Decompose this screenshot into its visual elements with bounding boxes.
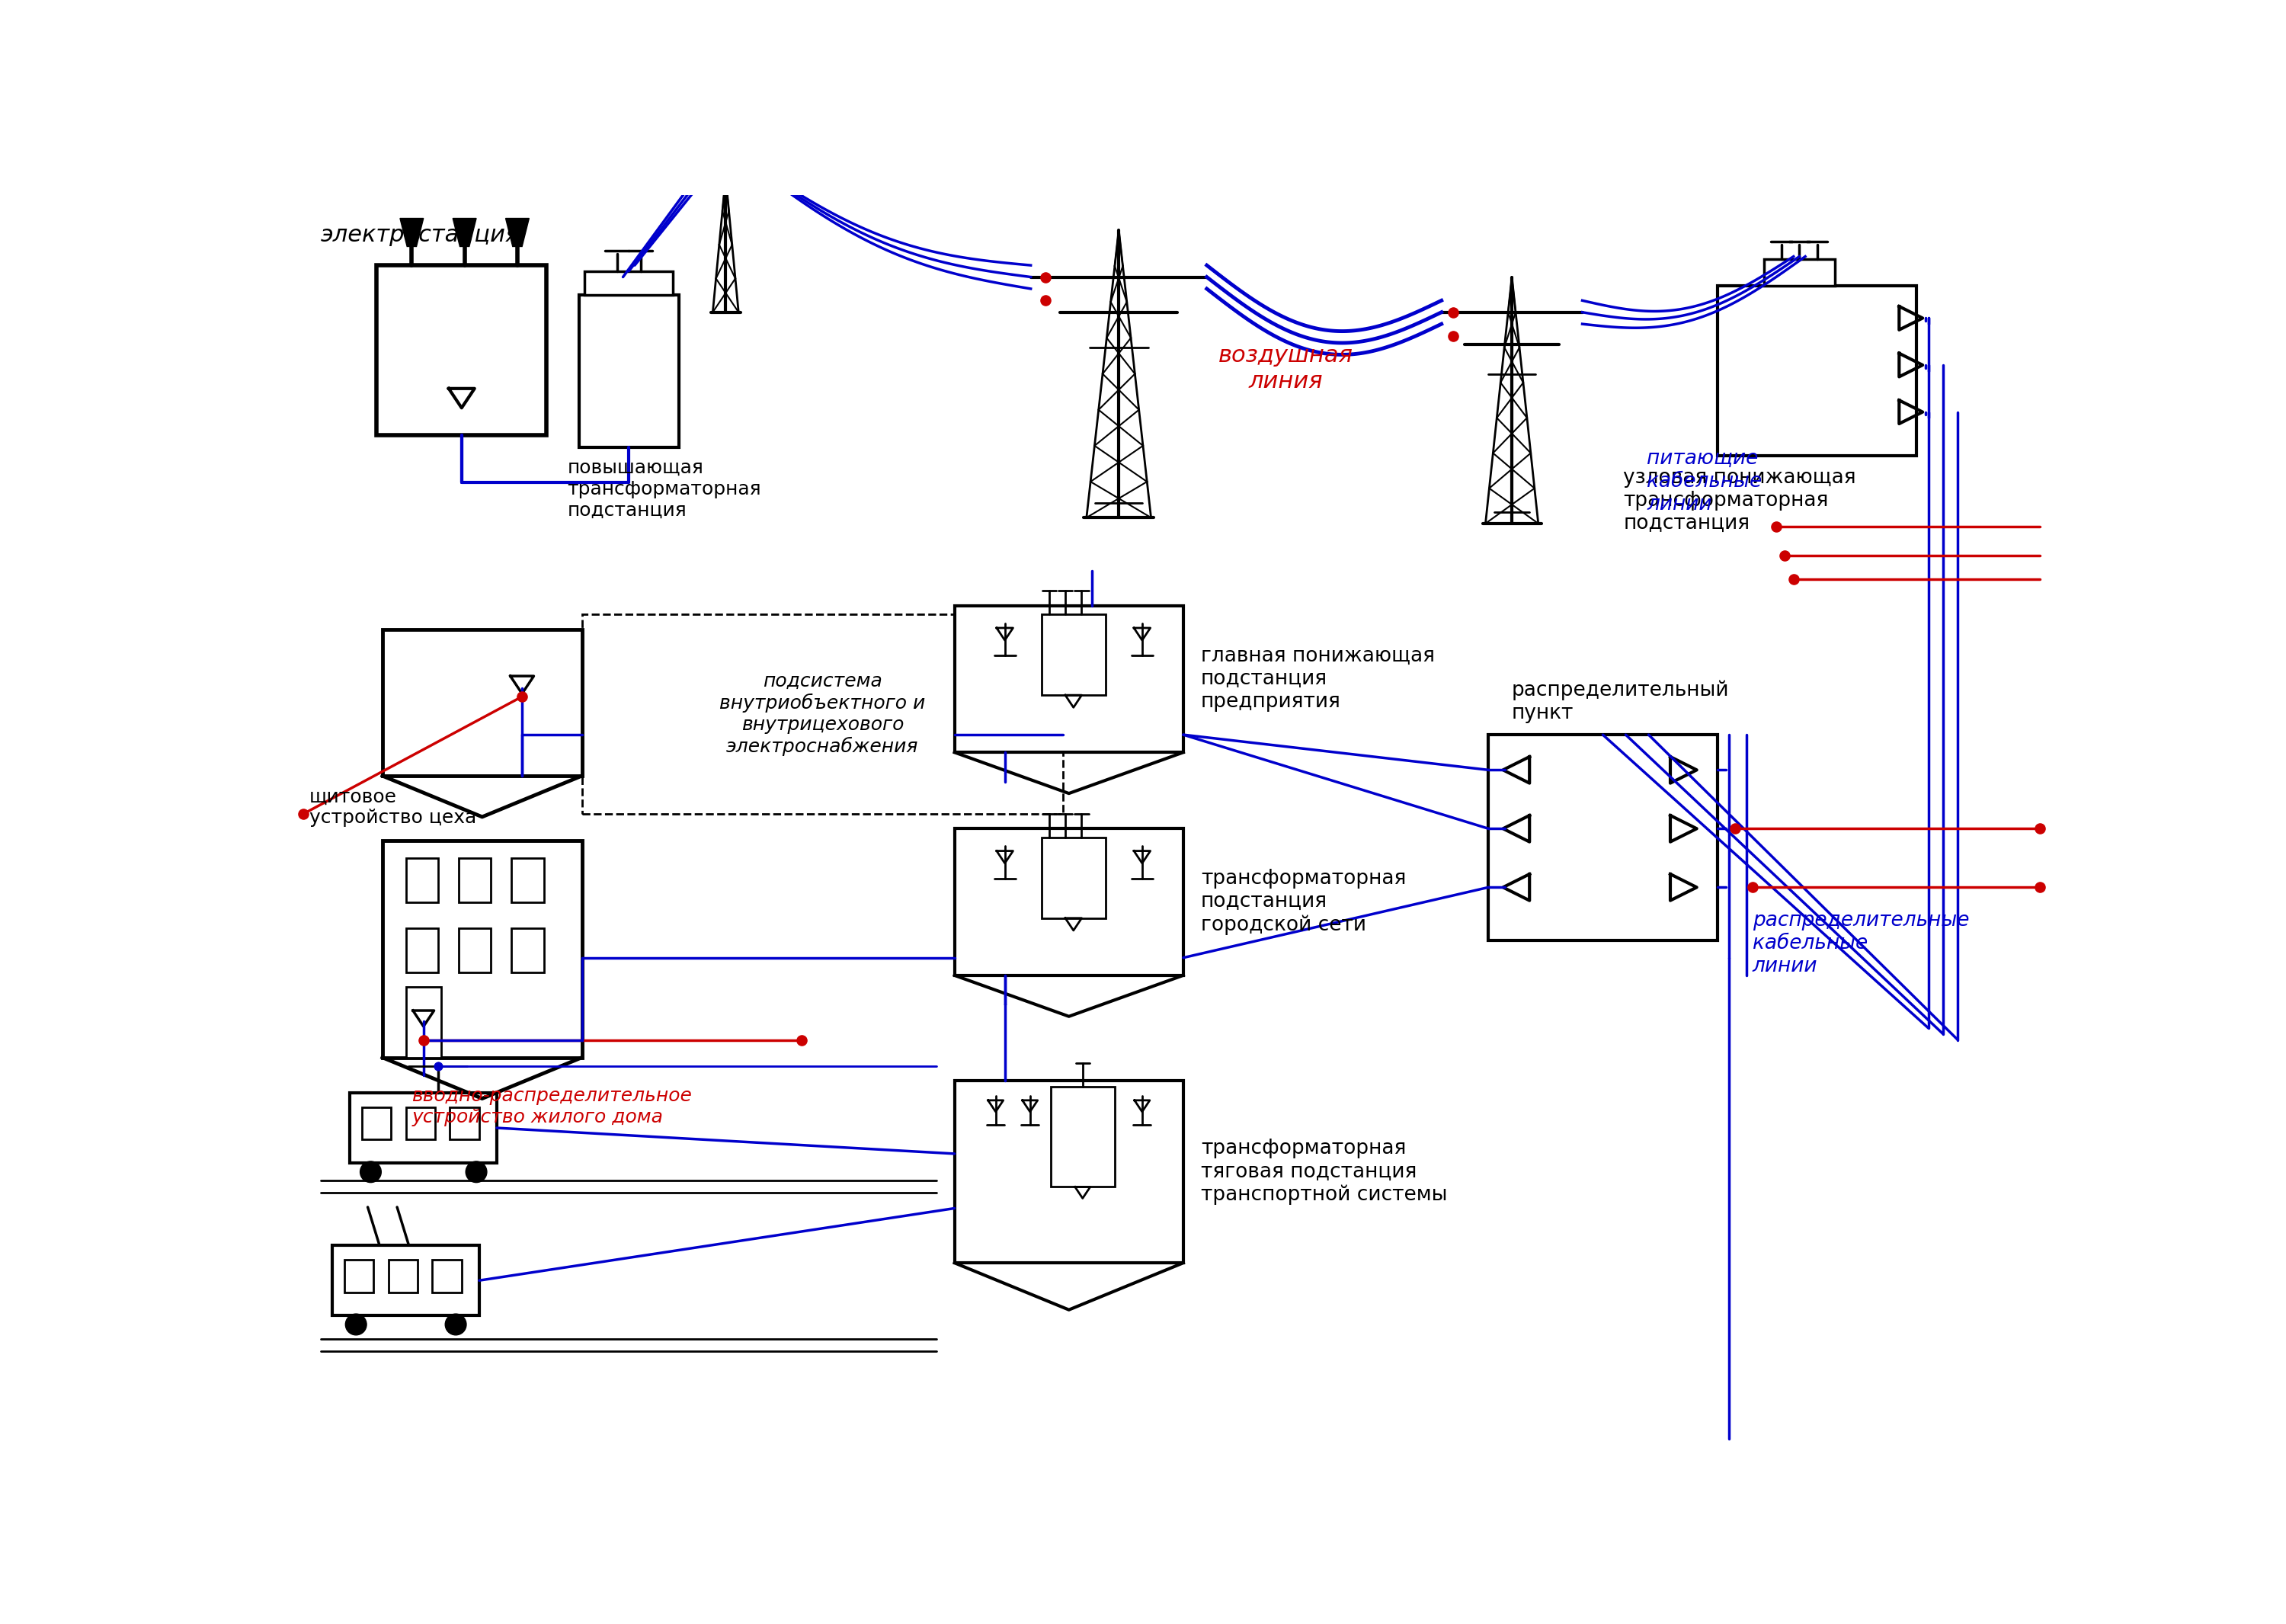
Text: воздушная
линия: воздушная линия — [1218, 344, 1353, 393]
Bar — [1717, 286, 1916, 456]
Bar — [1042, 614, 1106, 695]
Bar — [716, 159, 736, 177]
Point — [1026, 287, 1063, 313]
Bar — [585, 271, 672, 294]
Point — [421, 1054, 457, 1080]
Text: подсистема
внутриобъектного и
внутрицехового
электроснабжения: подсистема внутриобъектного и внутрицехо… — [720, 672, 926, 757]
Point — [2021, 815, 2057, 841]
Point — [405, 1026, 441, 1052]
Bar — [407, 929, 439, 973]
Bar — [956, 1082, 1184, 1263]
Bar — [361, 1108, 391, 1140]
Polygon shape — [505, 218, 528, 247]
Bar — [578, 294, 679, 447]
Bar — [407, 1108, 434, 1140]
Bar — [956, 606, 1184, 752]
Text: вводно-распределительное
устройство жилого дома: вводно-распределительное устройство жило… — [411, 1086, 693, 1127]
Bar — [432, 1260, 462, 1293]
Bar — [407, 857, 439, 901]
Bar — [1042, 838, 1106, 918]
Bar — [350, 1093, 496, 1163]
Bar — [1765, 260, 1836, 286]
Text: распределительный
пункт: распределительный пункт — [1511, 680, 1731, 723]
Bar — [389, 1260, 418, 1293]
Text: щитовое
устройство цеха: щитовое устройство цеха — [309, 788, 475, 827]
Text: трансформаторная
тяговая подстанция
транспортной системы: трансформаторная тяговая подстанция тран… — [1200, 1138, 1447, 1205]
Bar — [345, 1260, 373, 1293]
Bar — [1488, 734, 1717, 940]
Point — [1758, 513, 1795, 539]
Bar — [512, 857, 544, 901]
Circle shape — [345, 1314, 366, 1335]
Circle shape — [361, 1161, 382, 1182]
Point — [1717, 815, 1753, 841]
Point — [286, 801, 322, 827]
Text: электростанция: электростанция — [320, 224, 519, 247]
Point — [784, 1026, 821, 1052]
Circle shape — [446, 1314, 466, 1335]
Point — [1776, 567, 1813, 593]
Bar — [459, 929, 491, 973]
Bar — [956, 828, 1184, 976]
Bar — [459, 857, 491, 901]
Point — [1735, 874, 1772, 900]
Point — [503, 684, 539, 710]
Polygon shape — [400, 218, 423, 247]
Bar — [382, 840, 583, 1057]
Polygon shape — [453, 218, 475, 247]
Bar — [450, 1108, 480, 1140]
Bar — [331, 1246, 480, 1315]
Text: трансформаторная
подстанция
городской сети: трансформаторная подстанция городской се… — [1200, 869, 1406, 935]
Point — [1767, 542, 1804, 568]
Point — [1026, 265, 1063, 291]
Bar — [583, 614, 1063, 814]
Bar — [377, 265, 546, 435]
Point — [1436, 299, 1472, 325]
Bar — [382, 628, 583, 776]
Text: узловая понижающая
трансформаторная
подстанция: узловая понижающая трансформаторная подс… — [1623, 468, 1856, 533]
Point — [1436, 323, 1472, 349]
Text: распределительные
кабельные
линии: распределительные кабельные линии — [1753, 911, 1968, 976]
Circle shape — [466, 1161, 487, 1182]
Bar — [407, 987, 441, 1057]
Bar — [512, 929, 544, 973]
Point — [2021, 874, 2057, 900]
Text: главная понижающая
подстанция
предприятия: главная понижающая подстанция предприяти… — [1200, 646, 1436, 711]
Bar — [1052, 1086, 1116, 1187]
Text: питающие
кабельные
линии: питающие кабельные линии — [1646, 450, 1763, 515]
Text: повышающая
трансформаторная
подстанция: повышающая трансформаторная подстанция — [567, 460, 761, 520]
